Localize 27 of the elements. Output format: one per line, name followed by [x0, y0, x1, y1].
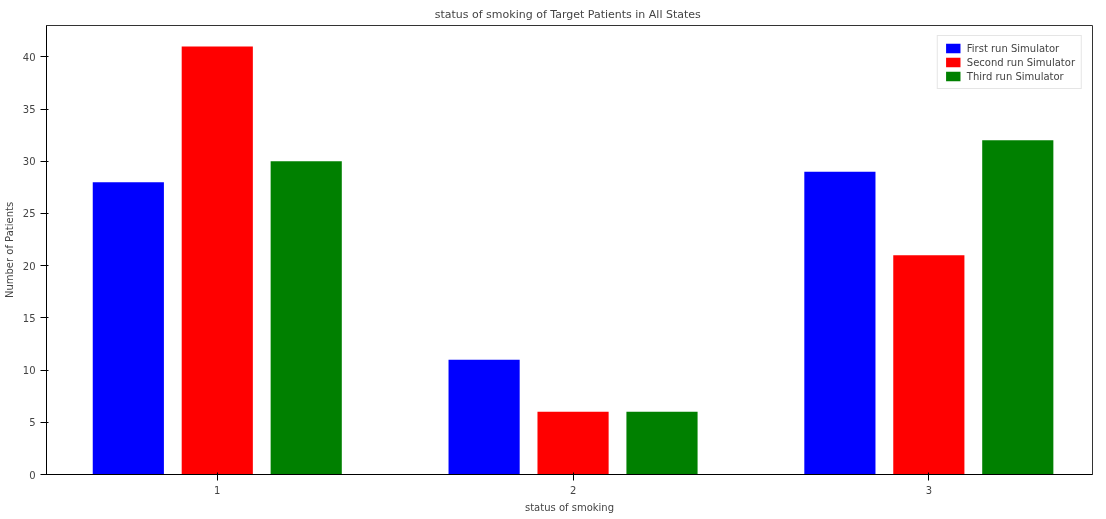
bar: [537, 411, 609, 475]
y-tick-label: 15: [22, 312, 36, 324]
y-tick-label: 5: [29, 417, 36, 429]
bar: [893, 255, 965, 475]
bar: [626, 411, 698, 475]
bar: [448, 359, 520, 475]
x-tick-label: 2: [569, 484, 577, 496]
bar: [982, 140, 1054, 475]
x-axis-title: status of smoking: [524, 501, 615, 513]
legend-label: First run Simulator: [966, 42, 1060, 54]
y-tick-label: 30: [22, 156, 36, 168]
y-tick-label: 35: [22, 104, 36, 116]
y-tick-label: 0: [29, 469, 36, 481]
x-tick-label: 3: [925, 484, 933, 496]
y-tick-label: 25: [22, 208, 36, 220]
y-tick-label: 40: [22, 51, 36, 63]
y-axis-title: Number of Patients: [3, 201, 15, 299]
legend-label: Third run Simulator: [966, 70, 1064, 82]
bar: [92, 182, 164, 475]
bar: [270, 161, 342, 475]
x-tick-label: 1: [214, 484, 221, 496]
legend-label: Second run Simulator: [966, 56, 1075, 68]
y-tick-label: 20: [22, 260, 36, 272]
chart-title: status of smoking of Target Patients in All States: [434, 7, 702, 21]
bar: [804, 171, 876, 475]
bar: [181, 46, 253, 475]
y-tick-label: 10: [22, 365, 36, 377]
